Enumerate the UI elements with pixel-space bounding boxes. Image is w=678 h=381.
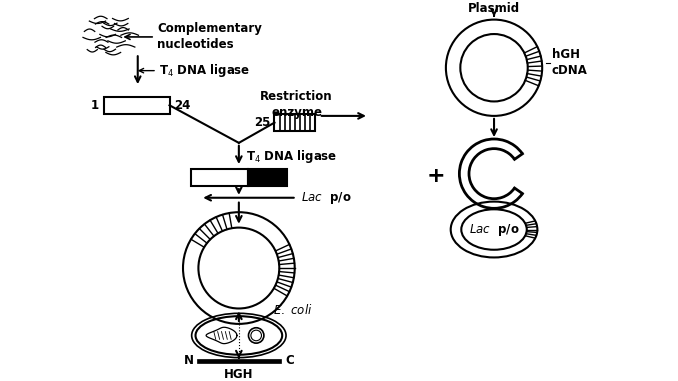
Text: hGH
cDNA: hGH cDNA <box>552 48 588 77</box>
Text: C: C <box>285 354 294 367</box>
Bar <box>275 114 315 131</box>
Bar <box>248 169 287 186</box>
Text: $Lac$  p/o: $Lac$ p/o <box>302 190 352 206</box>
Text: $E.$ $coli$: $E.$ $coli$ <box>273 303 312 317</box>
Text: T$_4$ DNA ligase: T$_4$ DNA ligase <box>245 148 337 165</box>
Text: HGH: HGH <box>224 368 254 381</box>
Text: 24: 24 <box>174 99 191 112</box>
Bar <box>191 169 248 186</box>
Text: $Lac$  p/o: $Lac$ p/o <box>468 221 519 237</box>
Bar <box>197 359 281 363</box>
Text: 1: 1 <box>91 99 99 112</box>
Text: +: + <box>427 166 445 186</box>
Text: Restriction
enzyme: Restriction enzyme <box>260 90 333 119</box>
Text: Plasmid: Plasmid <box>468 2 520 14</box>
Text: Complementary
nucleotides: Complementary nucleotides <box>157 22 262 51</box>
Text: 25: 25 <box>254 116 271 129</box>
Text: N: N <box>184 354 194 367</box>
Text: T$_4$ DNA ligase: T$_4$ DNA ligase <box>159 62 250 79</box>
Bar <box>104 97 170 114</box>
